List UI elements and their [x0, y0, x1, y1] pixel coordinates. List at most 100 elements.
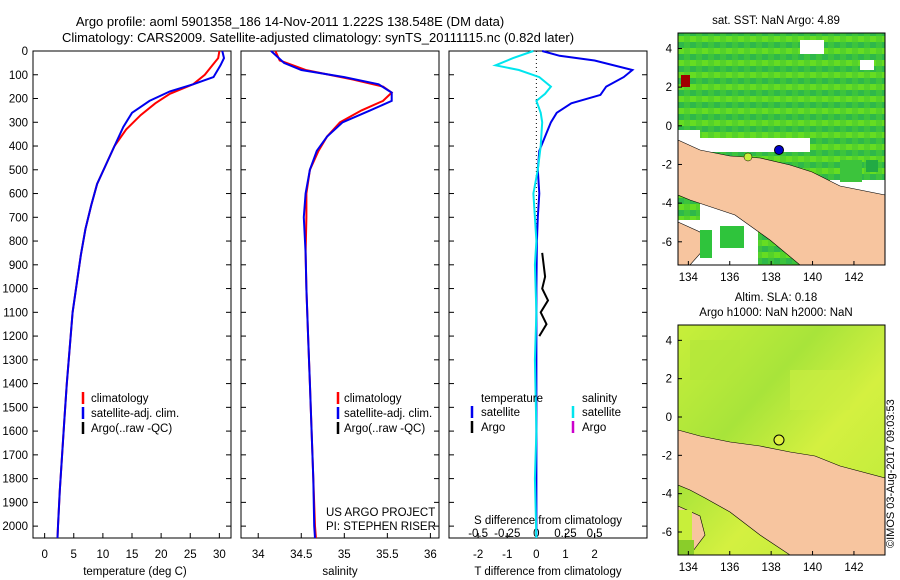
temperature-plot: 0 5 10 15 20 25 30 [41, 50, 226, 561]
series-line-climatology [274, 50, 394, 539]
difference-xlabel: T difference from climatology [474, 566, 621, 578]
credits-pi: PI: STEPHEN RISER [326, 521, 436, 533]
legend-climatology: climatology [91, 393, 149, 405]
temperature-legend: climatology satellite-adj. clim. Argo(..… [81, 392, 179, 435]
sst-map-axes: 134 136 138 140 142 4 2 0 -2 -4 -6 [662, 43, 864, 284]
footer-stamp: ©IMOS 03-Aug-2017 09:03:53 [885, 399, 897, 548]
s-tick-label: 0.25 [554, 528, 576, 540]
sst-map [677, 32, 886, 266]
sla-argo-marker [773, 434, 785, 446]
depth-tick-label: 100 [9, 70, 28, 82]
map-x-tick-label: 138 [762, 562, 781, 574]
series-line-climatology [56, 50, 221, 539]
x-tick-label: 34.5 [290, 549, 312, 561]
sst-hot-pixel [681, 75, 690, 87]
x-tick-label: 35 [338, 549, 351, 561]
map-y-tick-label: 2 [666, 82, 672, 94]
map-y-tick-label: 4 [666, 43, 673, 55]
depth-tick-label: 1000 [2, 284, 28, 296]
x-tick-label: 25 [184, 549, 197, 561]
header-line1: Argo profile: aoml 5901358_186 14-Nov-20… [76, 14, 504, 29]
sla-map-title: Altim. SLA: 0.18 [735, 292, 817, 304]
map-y-tick-label: -4 [662, 489, 673, 501]
series-line-satellite-adj-clim- [270, 50, 393, 539]
x-tick-label: 0 [533, 549, 539, 561]
difference-plot: -2 -1 0 1 2-0.5 -0.25 0 0.25 0.5 [468, 50, 635, 561]
depth-tick-label: 800 [9, 236, 28, 248]
temperature-xlabel: temperature (deg C) [83, 566, 187, 578]
x-tick-label: 30 [213, 549, 226, 561]
map-y-tick-label: 0 [666, 121, 672, 133]
map-y-tick-label: -4 [662, 198, 673, 210]
map-x-tick-label: 138 [762, 272, 781, 284]
x-tick-label: 36 [424, 549, 437, 561]
map-y-tick-label: 0 [666, 412, 672, 424]
legend-t-satellite: satellite [481, 407, 520, 419]
series-line-temperature-satellite [535, 50, 635, 538]
legend-argo: Argo(..raw -QC) [344, 423, 425, 435]
legend-satellite: satellite-adj. clim. [344, 408, 432, 420]
x-tick-label: 34 [252, 549, 265, 561]
x-tick-label: -1 [502, 549, 512, 561]
legend-salinity-title: salinity [582, 393, 617, 405]
difference-panel [448, 50, 648, 539]
salinity-xlabel: salinity [322, 566, 357, 578]
credits-project: US ARGO PROJECT [326, 507, 435, 519]
depth-tick-label: 2000 [2, 521, 28, 533]
map-x-tick-label: 142 [844, 562, 863, 574]
map-x-tick-label: 136 [720, 562, 739, 574]
map-x-tick-label: 134 [679, 562, 699, 574]
salinity-panel [240, 50, 440, 539]
x-tick-label: 20 [155, 549, 168, 561]
depth-tick-label: 200 [9, 94, 28, 106]
x-tick-label: 15 [126, 549, 139, 561]
map-y-tick-label: -6 [662, 527, 672, 539]
depth-tick-label: 300 [9, 117, 28, 129]
map-y-tick-label: 4 [666, 335, 673, 347]
series-line-salinity-satellite [492, 50, 553, 539]
x-tick-label: 1 [562, 549, 568, 561]
header-line2: Climatology: CARS2009. Satellite-adjuste… [62, 30, 574, 45]
legend-climatology: climatology [344, 393, 402, 405]
sst-map-title: sat. SST: NaN Argo: 4.89 [712, 15, 840, 27]
x-tick-label: 10 [96, 549, 109, 561]
legend-s-argo: Argo [582, 422, 606, 434]
depth-tick-label: 600 [9, 189, 28, 201]
map-x-tick-label: 140 [803, 272, 822, 284]
map-y-tick-label: -2 [662, 159, 672, 171]
depth-tick-label: 1300 [2, 355, 28, 367]
x-tick-label: 5 [71, 549, 77, 561]
x-tick-label: 35.5 [376, 549, 398, 561]
depth-axis: 0 100 200 300 400 500 600 700 800 900 1000 1100 1200… [2, 46, 647, 533]
depth-tick-label: 700 [9, 212, 28, 224]
sla-map [677, 324, 886, 556]
map-x-tick-label: 140 [803, 562, 822, 574]
legend-satellite: satellite-adj. clim. [91, 408, 179, 420]
series-line-temperature-argo [538, 252, 550, 337]
depth-tick-label: 0 [22, 46, 28, 58]
map-y-tick-label: -6 [662, 237, 672, 249]
sst-argo-marker [774, 145, 784, 155]
salinity-legend: climatology satellite-adj. clim. Argo(..… [336, 392, 432, 435]
depth-tick-label: 1100 [3, 307, 28, 319]
difference-legend: temperature salinity satellite Argo sate… [470, 393, 621, 434]
depth-tick-label: 1500 [2, 402, 28, 414]
x-tick-label: -2 [473, 549, 483, 561]
salinity-plot: 34 34.5 35 35.5 36 [252, 50, 437, 561]
s-tick-label: -0.5 [468, 528, 488, 540]
series-line-satellite-adj-clim- [56, 50, 226, 539]
x-tick-label: 2 [591, 549, 597, 561]
depth-tick-label: 1900 [2, 497, 28, 509]
depth-tick-label: 1200 [2, 331, 28, 343]
map-y-tick-label: -2 [662, 450, 672, 462]
s-tick-label: -0.25 [494, 528, 520, 540]
map-x-tick-label: 136 [720, 272, 739, 284]
sla-map-axes: 134 136 138 140 142 4 2 0 -2 -4 -6 [662, 335, 864, 574]
depth-tick-label: 1600 [2, 426, 28, 438]
legend-temperature-title: temperature [481, 393, 543, 405]
sla-map-subtitle: Argo h1000: NaN h2000: NaN [699, 307, 852, 319]
depth-tick-label: 1400 [2, 379, 28, 391]
depth-tick-label: 500 [9, 165, 28, 177]
depth-tick-label: 1800 [2, 474, 28, 486]
